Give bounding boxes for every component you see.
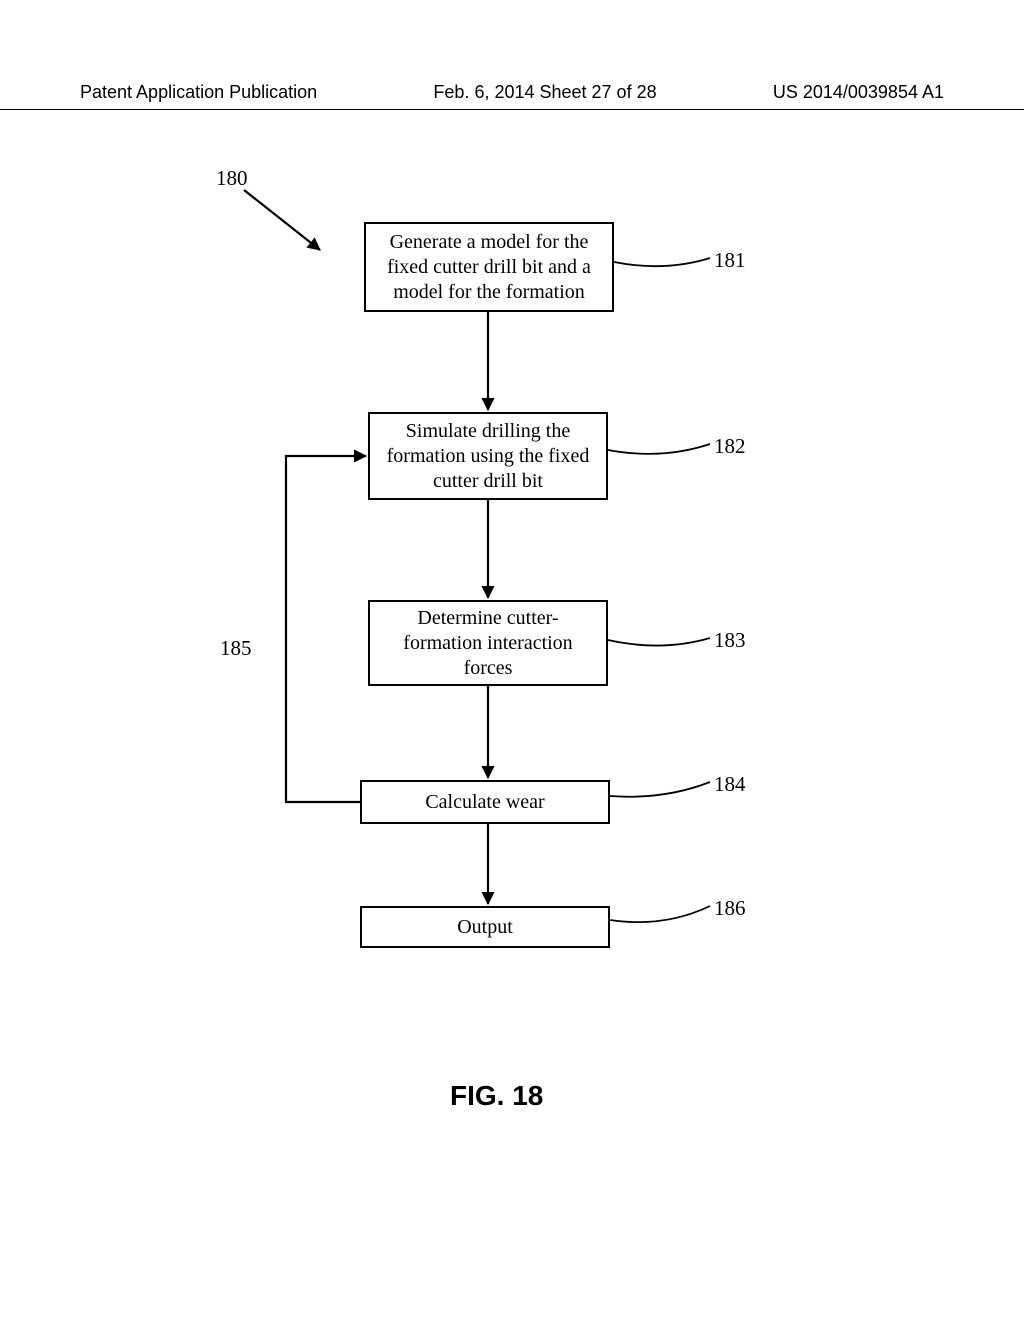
header-center: Feb. 6, 2014 Sheet 27 of 28 — [433, 82, 656, 103]
node-label: Determine cutter-formation interaction f… — [380, 606, 596, 681]
header-left: Patent Application Publication — [80, 82, 317, 103]
node-label: Calculate wear — [425, 790, 544, 815]
leader-183 — [608, 638, 710, 646]
header-right: US 2014/0039854 A1 — [773, 82, 944, 103]
leader-186 — [610, 906, 710, 922]
leader-arrow-180 — [244, 190, 320, 250]
ref-186: 186 — [714, 896, 746, 921]
ref-180: 180 — [216, 166, 248, 191]
ref-184: 184 — [714, 772, 746, 797]
node-label: Output — [457, 915, 513, 940]
node-181: Generate a model for the fixed cutter dr… — [364, 222, 614, 312]
feedback-loop-185 — [286, 456, 366, 802]
node-186: Output — [360, 906, 610, 948]
node-182: Simulate drilling the formation using th… — [368, 412, 608, 500]
ref-181: 181 — [714, 248, 746, 273]
node-label: Generate a model for the fixed cutter dr… — [376, 230, 602, 305]
ref-185: 185 — [220, 636, 252, 661]
node-label: Simulate drilling the formation using th… — [380, 419, 596, 494]
leader-182 — [608, 444, 710, 454]
node-183: Determine cutter-formation interaction f… — [368, 600, 608, 686]
figure-caption: FIG. 18 — [450, 1080, 543, 1112]
node-184: Calculate wear — [360, 780, 610, 824]
flowchart-diagram: Generate a model for the fixed cutter dr… — [0, 160, 1024, 1160]
leader-184 — [610, 782, 710, 797]
ref-182: 182 — [714, 434, 746, 459]
leader-181 — [614, 258, 710, 266]
ref-183: 183 — [714, 628, 746, 653]
page-header: Patent Application Publication Feb. 6, 2… — [0, 78, 1024, 110]
